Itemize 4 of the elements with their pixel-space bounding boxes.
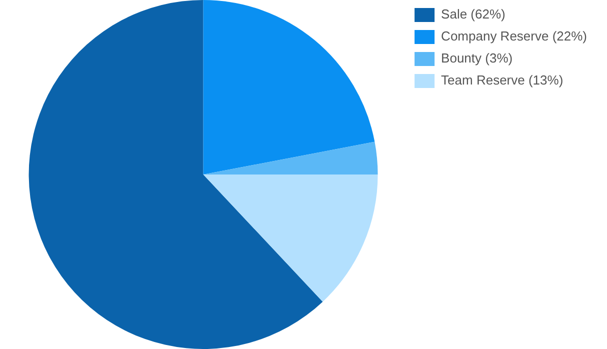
legend-label: Sale (62%) — [441, 6, 506, 22]
legend-label: Company Reserve (22%) — [441, 28, 588, 44]
legend-label: Bounty (3%) — [441, 50, 513, 66]
legend-label: Team Reserve (13%) — [441, 72, 564, 88]
